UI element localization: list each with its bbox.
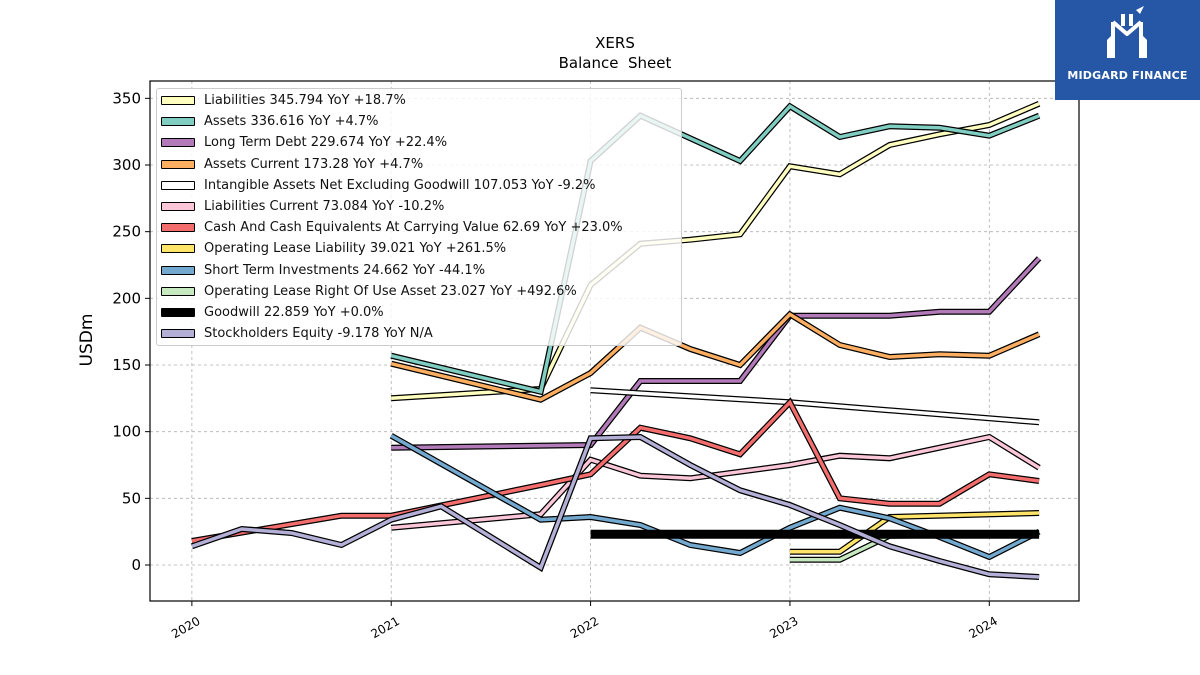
legend-item: Operating Lease Liability 39.021 YoY +26… [157, 238, 677, 259]
legend-item: Liabilities 345.794 YoY +18.7% [157, 90, 677, 111]
legend-item: Intangible Assets Net Excluding Goodwill… [157, 175, 677, 196]
legend-label: Short Term Investments 24.662 YoY -44.1% [204, 262, 486, 278]
legend-label: Goodwill 22.859 YoY +0.0% [204, 305, 384, 320]
series-line-liabilities-current [390, 433, 1041, 531]
legend: Liabilities 345.794 YoY +18.7% Assets 336… [156, 88, 682, 346]
legend-swatch [161, 265, 195, 275]
x-tick-label: 2022 [568, 614, 601, 641]
legend-label: Assets Current 173.28 YoY +4.7% [204, 156, 424, 172]
y-tick-label: 150 [112, 356, 141, 374]
series-path [391, 435, 1041, 530]
legend-label: Cash And Cash Equivalents At Carrying Va… [204, 220, 623, 236]
x-tick-label: 2024 [967, 614, 1000, 641]
y-tick-label: 300 [112, 156, 141, 174]
legend-item: Assets Current 173.28 YoY +4.7% [157, 154, 677, 175]
chart-title: XERS [595, 34, 635, 52]
series-path [390, 312, 1040, 402]
legend-label: Liabilities Current 73.084 YoY -10.2% [204, 199, 445, 214]
legend-item: Assets 336.616 YoY +4.7% [157, 111, 677, 132]
legend-item: Long Term Debt 229.674 YoY +22.4% [157, 132, 677, 153]
plot-area-frame [149, 80, 1080, 602]
series-path [390, 434, 1040, 559]
legend-label: Assets 336.616 YoY +4.7% [204, 114, 379, 130]
series-line-assets-current [390, 310, 1041, 403]
y-tick-label: 0 [131, 556, 141, 574]
legend-item: Cash And Cash Equivalents At Carrying Va… [157, 217, 677, 238]
series-line-stockholders-equity [190, 433, 1040, 580]
legend-swatch [161, 159, 195, 169]
midgard-logo-mark-icon [1107, 6, 1147, 58]
y-tick-label: 100 [112, 423, 141, 441]
legend-swatch [161, 329, 195, 339]
legend-label: Operating Lease Liability 39.021 YoY +26… [204, 241, 507, 257]
series-line-short-term-investments [389, 433, 1041, 561]
y-tick-label: 350 [112, 89, 141, 107]
x-tick-label: 2023 [767, 614, 800, 641]
legend-item: Operating Lease Right Of Use Asset 23.02… [157, 281, 677, 302]
y-tick-label: 200 [112, 289, 141, 307]
logo-text: MIDGARD FINANCE [1067, 69, 1188, 82]
legend-item: Stockholders Equity -9.178 YoY N/A [157, 323, 677, 344]
legend-label: Intangible Assets Net Excluding Goodwill… [204, 177, 596, 193]
legend-item: Short Term Investments 24.662 YoY -44.1% [157, 260, 677, 281]
legend-swatch [161, 138, 195, 148]
legend-swatch [161, 244, 195, 254]
y-axis-label: USDm [77, 314, 97, 367]
midgard-finance-logo: MIDGARD FINANCE [1055, 0, 1200, 100]
legend-item: Goodwill 22.859 YoY +0.0% [157, 302, 677, 323]
y-tick-label: 250 [112, 223, 141, 241]
series-path [191, 435, 1040, 579]
legend-swatch [161, 223, 195, 233]
legend-swatch [161, 286, 195, 296]
legend-label: Liabilities 345.794 YoY +18.7% [204, 93, 406, 108]
y-tick-label: 50 [122, 489, 141, 507]
legend-label: Long Term Debt 229.674 YoY +22.4% [204, 135, 448, 151]
legend-swatch [161, 96, 195, 105]
legend-swatch [161, 180, 195, 190]
chart-subtitle: Balance Sheet [559, 54, 672, 72]
x-tick-label: 2021 [368, 614, 401, 641]
series-line-intangible-assets-net-excluding-goodwill [590, 387, 1040, 426]
series-outline [190, 433, 1040, 580]
x-tick-label: 2020 [169, 614, 202, 641]
legend-item: Liabilities Current 73.084 YoY -10.2% [157, 196, 677, 217]
legend-swatch [161, 202, 195, 211]
legend-label: Operating Lease Right Of Use Asset 23.02… [204, 283, 577, 299]
legend-swatch [161, 117, 195, 127]
legend-label: Stockholders Equity -9.178 YoY N/A [204, 326, 433, 342]
legend-swatch [161, 308, 195, 317]
